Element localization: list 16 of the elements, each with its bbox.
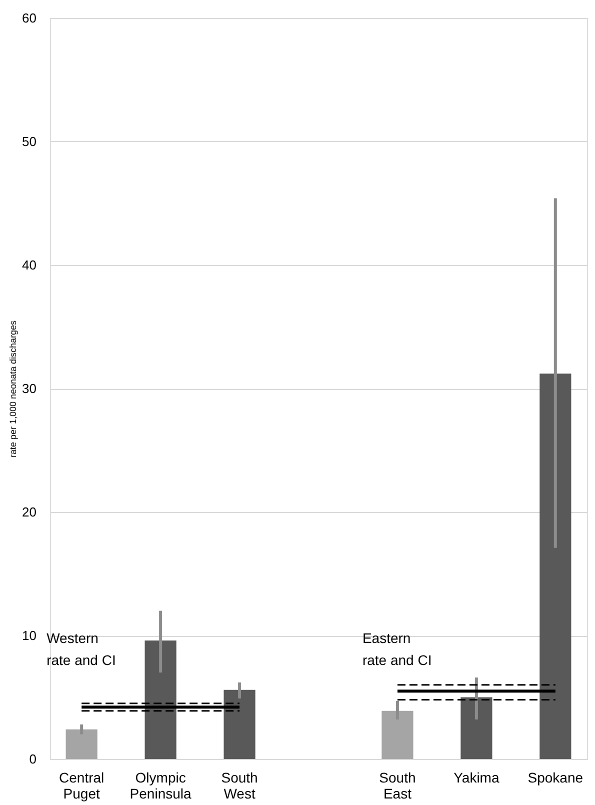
x-tick-label: Olympic Peninsula (130, 770, 192, 802)
x-tick-label: Central Puget (59, 770, 104, 802)
y-tick-label: 30 (22, 381, 36, 396)
y-tick-label: 20 (22, 504, 36, 520)
annotation: Western rate and CI (46, 630, 116, 668)
y-tick-label: 60 (22, 10, 36, 26)
x-tick-label: South West (221, 770, 258, 802)
y-tick-label: 40 (22, 258, 36, 272)
x-tick-label: South East (379, 770, 416, 802)
x-tick-label: Spokane (528, 770, 584, 786)
y-tick-label: 10 (22, 628, 36, 643)
x-tick-label: Yakima (454, 770, 500, 786)
annotation: Eastern rate and CI (362, 630, 432, 668)
y-axis-title: rate per 1,000 neonata discharges (8, 320, 18, 458)
y-tick-label: 0 (29, 752, 36, 766)
y-tick-label: 50 (22, 134, 36, 149)
